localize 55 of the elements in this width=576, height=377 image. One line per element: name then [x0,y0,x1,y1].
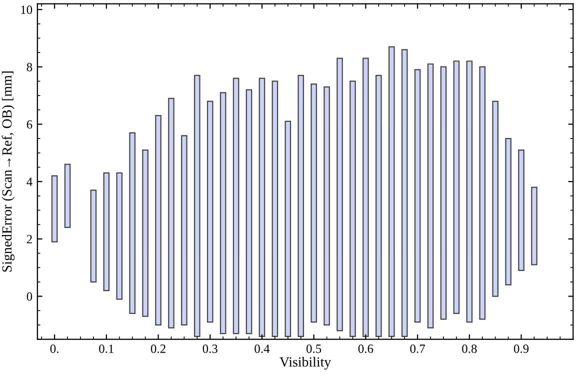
bar [51,175,58,242]
bar [388,46,395,337]
y-tick-label: 0 [26,292,32,301]
bar [168,98,174,328]
bar [414,69,421,323]
y-axis-title: SignedError (Scan→Ref, OB) [mm] [2,72,15,272]
x-tick-label: 0.5 [306,344,322,354]
y-tick-label: 6 [26,120,32,129]
bar [232,78,240,334]
bar [350,80,356,337]
bar [298,74,304,337]
bar [284,120,292,337]
x-tick-label: 0.1 [99,344,114,354]
x-tick-label: 0.7 [410,344,426,354]
bar [505,138,512,286]
bar [258,78,266,337]
x-tick-label: 0.4 [254,344,270,354]
bar [479,66,486,320]
bar [324,86,330,326]
x-axis-title: Visibility [280,356,332,370]
y-tick-label: 8 [26,62,32,72]
bar [466,60,473,323]
bar [440,66,447,320]
bar [336,58,343,332]
bar [142,149,148,317]
x-tick-label: 0.2 [150,344,166,354]
bar [116,172,123,300]
bar [376,74,382,337]
bar [518,149,524,272]
bar [206,100,214,323]
bar [64,164,71,228]
y-tick-label: 10 [21,6,32,14]
bar [310,84,317,323]
bar [453,60,460,314]
bar [531,186,538,266]
y-tick-label: 4 [26,178,32,186]
x-tick-label: 0. [50,344,58,354]
bar [401,49,408,337]
bar [220,92,226,334]
bar [492,100,498,297]
bar [427,63,434,328]
bar [90,190,97,282]
bar [181,135,188,326]
y-tick-label: 2 [26,234,32,244]
bar [362,58,369,337]
bar [103,172,110,292]
bar [194,74,200,337]
bar [129,132,136,314]
bar [246,89,252,334]
x-tick-label: 0.3 [202,344,218,354]
bar [272,80,278,337]
x-tick-label: 0.6 [358,344,374,354]
x-tick-label: 0.8 [462,344,477,354]
x-tick-label: 0.9 [514,344,529,354]
bar [155,115,162,326]
